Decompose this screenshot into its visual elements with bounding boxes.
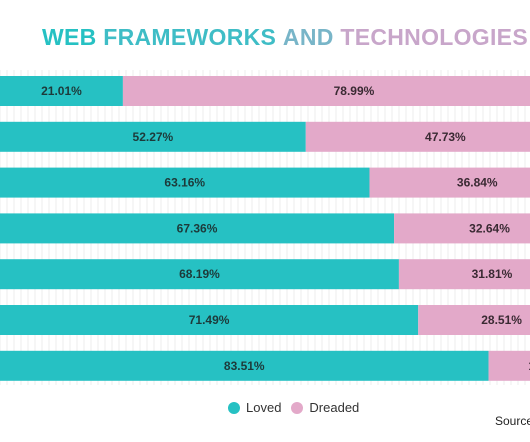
bar-dreaded-0 <box>122 76 530 106</box>
label-loved-1: 52.27% <box>133 130 174 144</box>
bar-loved-0 <box>0 76 123 106</box>
title-word-and: AND <box>282 24 334 50</box>
bar-loved-1 <box>0 121 306 152</box>
bar-loved-5 <box>0 305 419 335</box>
label-dreaded-4: 31.81% <box>472 267 513 281</box>
label-loved-3: 67.36% <box>177 221 218 235</box>
label-loved-2: 63.16% <box>164 176 205 190</box>
label-dreaded-3: 32.64% <box>469 221 510 235</box>
title-word-technologies: TECHNOLOGIES <box>340 24 528 50</box>
bar-loved-6 <box>0 350 489 381</box>
label-loved-0: 21.01% <box>41 84 82 98</box>
bar-loved-3 <box>0 213 395 244</box>
bar-dreaded-2 <box>369 167 530 198</box>
label-loved-6: 83.51% <box>224 359 265 373</box>
bar-dreaded-6 <box>488 350 530 381</box>
label-loved-4: 68.19% <box>179 267 220 281</box>
legend-label-loved: Loved <box>246 400 282 415</box>
legend-swatch-loved <box>228 401 240 414</box>
bar-dreaded-1 <box>305 121 530 152</box>
bar-dreaded-3 <box>394 213 530 244</box>
label-dreaded-0: 78.99% <box>334 84 375 98</box>
legend-swatch-dreaded <box>291 401 304 414</box>
legend-item-dreaded: Dreaded <box>291 400 359 415</box>
bar-loved-2 <box>0 167 370 198</box>
title-word-web: WEB <box>42 24 97 50</box>
title-word-frameworks: FRAMEWORKS <box>103 24 277 50</box>
label-dreaded-5: 28.51% <box>481 313 522 327</box>
bar-loved-4 <box>0 259 399 290</box>
legend-item-loved: Loved <box>228 400 281 415</box>
label-dreaded-2: 36.84% <box>457 176 498 190</box>
legend-label-dreaded: Dreaded <box>309 400 360 415</box>
bar-dreaded-5 <box>418 305 530 335</box>
label-loved-5: 71.49% <box>189 313 230 327</box>
chart-legend: Loved Dreaded <box>228 400 359 415</box>
chart-title: WEB FRAMEWORKS AND TECHNOLOGIES <box>42 24 528 51</box>
label-dreaded-1: 47.73% <box>425 130 466 144</box>
bar-dreaded-4 <box>398 259 530 290</box>
label-dreaded-6: 16. <box>528 359 530 373</box>
source-label: Source <box>495 414 530 428</box>
